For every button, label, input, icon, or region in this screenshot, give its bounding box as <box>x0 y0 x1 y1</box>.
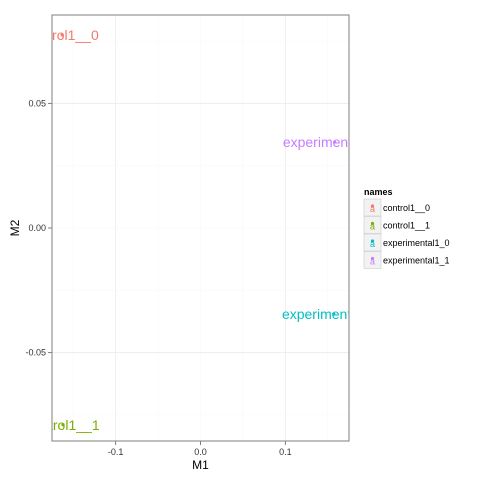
point-experimental1_0 <box>332 312 336 316</box>
x-axis-ticks: -0.1 0.0 0.1 <box>108 441 292 457</box>
point-label-experimental1_0: experimental1_0 <box>282 306 386 322</box>
legend: names a control1__0a control1__1a experimen… <box>363 187 450 269</box>
y-tick-label: 0.00 <box>28 223 46 233</box>
legend-key-glyph: a <box>370 222 375 232</box>
legend-key-glyph: a <box>370 257 375 267</box>
point-label-control1__1: control1__1 <box>26 417 99 433</box>
x-axis-title: M1 <box>192 458 209 472</box>
y-tick-label: -0.05 <box>25 348 46 358</box>
legend-label-experimental1_1: experimental1_1 <box>383 256 450 266</box>
y-axis-title: M2 <box>8 219 22 236</box>
legend-key-point <box>370 256 375 261</box>
y-tick-label: 0.05 <box>28 98 46 108</box>
legend-label-experimental1_0: experimental1_0 <box>383 238 450 248</box>
legend-key-point <box>370 221 375 226</box>
legend-key-point <box>370 204 375 208</box>
legend-key-glyph: a <box>370 239 375 249</box>
y-axis-ticks: -0.05 0.00 0.05 <box>25 98 52 358</box>
x-tick-label: 0.1 <box>279 447 292 457</box>
point-control1__1 <box>61 423 65 427</box>
legend-label-control1__0: control1__0 <box>383 203 430 213</box>
point-label-control1__0: control1__0 <box>26 27 99 43</box>
x-tick-label: -0.1 <box>108 447 124 457</box>
legend-key-glyph: a <box>370 204 375 214</box>
point-control1__0 <box>60 33 64 37</box>
data-points: control1__0 control1__1 experimental1_0 exp… <box>26 27 387 433</box>
x-tick-label: 0.0 <box>194 447 207 457</box>
point-label-experimental1_1: experimental1_1 <box>283 134 387 150</box>
grid-lines <box>52 15 349 441</box>
point-experimental1_1 <box>332 140 337 144</box>
legend-title: names <box>364 187 393 197</box>
legend-key-point <box>370 239 375 243</box>
legend-label-control1__1: control1__1 <box>383 221 430 231</box>
